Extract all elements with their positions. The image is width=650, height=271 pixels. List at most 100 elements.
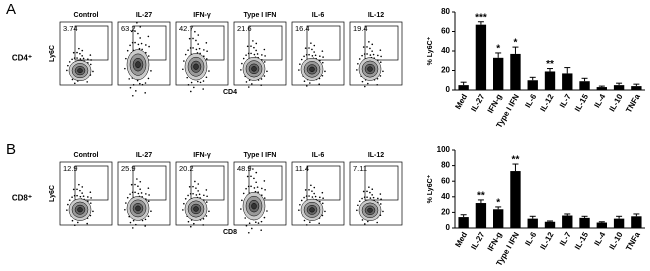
event-dot — [144, 92, 146, 94]
event-dot — [298, 69, 300, 71]
y-tick-label: 100 — [437, 145, 451, 154]
density-contour — [367, 66, 373, 72]
event-dot — [241, 199, 243, 202]
event-dot — [129, 193, 131, 195]
event-dot — [187, 49, 189, 51]
event-dot — [369, 191, 371, 194]
bar — [596, 87, 607, 90]
event-dot — [361, 219, 364, 221]
event-dot — [189, 47, 192, 49]
event-dot — [141, 219, 144, 222]
density-contour — [309, 207, 315, 213]
plot-frame — [117, 21, 171, 86]
event-dot — [124, 208, 126, 211]
event-dot — [137, 32, 139, 35]
x-axis-label: CD8 — [223, 229, 237, 236]
event-dot — [139, 26, 142, 28]
event-dot — [310, 42, 312, 44]
gate — [74, 25, 109, 61]
event-dot — [144, 218, 147, 221]
x-tick-label: IL-7 — [558, 92, 573, 109]
gate-percentage: 7.11 — [353, 164, 367, 173]
event-dot — [67, 203, 69, 206]
event-dot — [198, 193, 201, 196]
event-dot — [322, 197, 324, 200]
bar — [544, 71, 556, 90]
event-dot — [313, 44, 316, 47]
event-dot — [321, 191, 324, 194]
event-dot — [363, 223, 366, 225]
bar — [544, 221, 556, 228]
gate-percentage: 25.9 — [121, 164, 136, 173]
event-dot — [87, 196, 89, 198]
event-dot — [182, 209, 184, 211]
event-dot — [205, 76, 208, 79]
event-dot — [319, 55, 321, 57]
x-axis-label: CD4 — [223, 89, 237, 96]
event-dot — [137, 192, 140, 195]
event-dot — [71, 219, 74, 222]
event-dot — [125, 57, 127, 60]
significance: * — [496, 44, 500, 55]
event-dot — [197, 183, 200, 185]
event-dot — [90, 197, 92, 199]
row-label: CD8⁺ — [12, 194, 32, 203]
event-dot — [356, 209, 358, 212]
event-dot — [372, 53, 375, 56]
event-dot — [202, 88, 204, 90]
density-contour — [367, 207, 373, 213]
event-dot — [260, 220, 263, 223]
event-dot — [144, 82, 147, 84]
event-dot — [89, 191, 92, 194]
event-dot — [252, 168, 254, 170]
event-dot — [150, 210, 152, 213]
event-dot — [73, 194, 76, 197]
event-dot — [245, 81, 248, 83]
event-dot — [304, 189, 307, 191]
event-dot — [324, 210, 326, 213]
event-dot — [363, 53, 366, 55]
event-dot — [131, 227, 134, 229]
event-dot — [92, 210, 94, 213]
event-dot — [190, 81, 193, 84]
x-tick-label: IL-12 — [538, 92, 555, 113]
event-dot — [192, 185, 194, 188]
x-tick-label: TNFa — [624, 230, 642, 252]
event-dot — [67, 64, 69, 67]
event-dot — [208, 210, 210, 213]
event-dot — [380, 198, 382, 200]
bar — [579, 81, 590, 90]
gate — [132, 165, 167, 201]
condition-label: IL-12 — [368, 12, 384, 19]
condition-label: IL-6 — [312, 12, 325, 19]
event-dot — [366, 196, 368, 198]
event-dot — [357, 63, 359, 65]
event-dot — [205, 215, 208, 217]
event-dot — [318, 222, 320, 225]
event-dot — [256, 53, 259, 55]
event-dot — [322, 56, 324, 58]
event-dot — [193, 222, 195, 225]
gate — [364, 25, 399, 61]
plot-frame — [117, 161, 171, 226]
event-dot — [298, 209, 300, 211]
significance: ** — [477, 191, 485, 202]
event-dot — [139, 188, 141, 190]
y-tick-label: 40 — [441, 46, 450, 55]
event-dot — [195, 39, 197, 42]
density-contour — [251, 202, 257, 210]
event-dot — [318, 83, 320, 86]
event-dot — [132, 84, 135, 86]
event-dot — [81, 192, 83, 194]
event-dot — [79, 58, 82, 60]
event-dot — [247, 52, 250, 55]
event-dot — [261, 54, 263, 56]
event-dot — [309, 221, 311, 224]
bar — [458, 217, 469, 228]
x-tick-label: IL-27 — [469, 230, 486, 251]
event-dot — [311, 196, 314, 198]
y-axis-label: Ly6C — [49, 185, 56, 202]
gate-percentage: 42.7 — [179, 24, 194, 33]
event-dot — [240, 69, 242, 71]
event-dot — [79, 195, 82, 198]
